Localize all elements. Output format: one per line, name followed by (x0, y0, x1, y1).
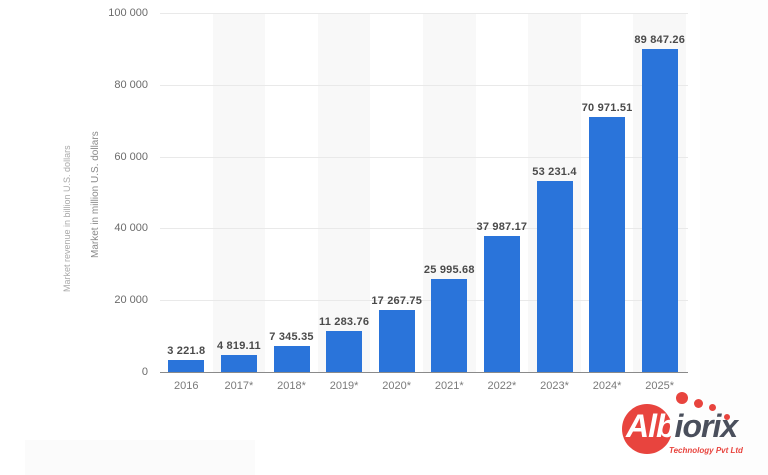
bar-2023 (536, 180, 573, 372)
gridline (160, 13, 688, 14)
bar-2022 (483, 235, 520, 372)
bar-2024 (589, 117, 626, 372)
logo-wordmark: Albiorix (626, 408, 739, 444)
bottom-background-shade (25, 440, 255, 475)
y-tick-label: 0 (141, 366, 148, 378)
bar-2019 (326, 331, 363, 372)
x-tick-label: 2024* (592, 380, 622, 392)
y-axis-label-ghost: Market revenue in billion U.S. dollars (62, 145, 72, 292)
right-background-shade (700, 0, 768, 475)
bar-value-label: 3 221.8 (167, 345, 206, 358)
bar-2018 (273, 345, 310, 372)
x-tick-label: 2019* (329, 380, 359, 392)
albiorix-logo: Albiorix Technology Pvt Ltd (614, 390, 768, 470)
x-tick-label: 2021* (434, 380, 464, 392)
x-tick-label: 2016 (174, 380, 199, 392)
bar-value-label: 25 995.68 (423, 263, 475, 276)
bar-value-label: 37 987.17 (476, 220, 528, 233)
bar-2020 (378, 310, 415, 372)
y-tick-label: 100 000 (108, 7, 148, 19)
bar-2021 (431, 278, 468, 372)
x-tick-label: 2023* (540, 380, 569, 392)
column-stripe (212, 13, 266, 372)
logo-dot (676, 392, 688, 404)
bar-value-label: 89 847.26 (634, 34, 686, 47)
x-tick-label: 2020* (382, 380, 412, 392)
y-tick-label: 80 000 (114, 78, 148, 91)
logo-text-part2: iorix (674, 408, 739, 444)
bar-value-label: 4 819.11 (216, 339, 261, 352)
y-axis-label: Market in million U.S. dollars (90, 131, 101, 258)
logo-dot (709, 404, 716, 411)
logo-circle (622, 404, 672, 454)
bar-value-label: 70 971.51 (581, 102, 633, 115)
bar-2017 (220, 354, 257, 372)
bar-value-label: 11 283.76 (319, 316, 370, 329)
x-tick-label: 2018* (277, 380, 306, 392)
gridline (160, 228, 688, 230)
logo-subtitle: Technology Pvt Ltd (669, 446, 743, 455)
logo-dot (694, 399, 703, 408)
y-tick-label: 60 000 (114, 150, 148, 163)
y-tick-label: 40 000 (114, 222, 148, 235)
x-tick-label: 2025* (645, 380, 675, 392)
column-stripe (317, 13, 371, 372)
gridline (160, 84, 688, 86)
bar-value-label: 17 267.75 (371, 295, 423, 307)
x-axis-baseline (160, 372, 688, 373)
logo-dot (724, 414, 730, 420)
logo-text-part1: Alb (626, 408, 676, 444)
bar-value-label: 7 345.35 (269, 330, 314, 343)
bar-value-label: 53 231.4 (532, 165, 577, 178)
bar-2016 (168, 360, 205, 372)
y-tick-label: 20 000 (114, 294, 148, 307)
bar-2025 (641, 49, 678, 372)
x-tick-label: 2017* (224, 380, 254, 392)
gridline (160, 156, 688, 158)
x-tick-label: 2022* (487, 380, 517, 392)
gridline (160, 300, 688, 302)
